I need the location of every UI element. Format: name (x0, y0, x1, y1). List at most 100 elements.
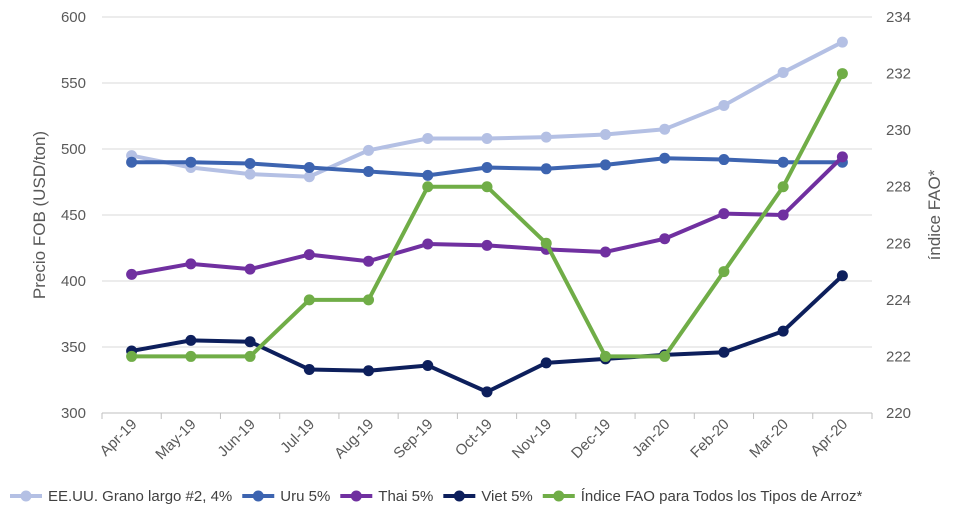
data-point (303, 249, 315, 261)
x-tick-label: Jan-20 (629, 416, 673, 460)
data-point (185, 350, 197, 362)
y-tick-label: 550 (61, 75, 86, 92)
data-point (540, 131, 552, 143)
x-axis-ticks: Apr-19 May-19 Jun-19 Jul-19 Aug-19 Sep-19 Oct-… (97, 413, 873, 463)
x-tick-label: Apr-19 (97, 416, 141, 460)
data-point (599, 246, 611, 258)
data-point (303, 171, 315, 183)
data-point (303, 294, 315, 306)
data-point (718, 266, 730, 278)
y-tick-label: 600 (61, 9, 86, 26)
data-point (363, 294, 375, 306)
x-tick-label: Sep-19 (390, 416, 436, 462)
data-point (599, 350, 611, 362)
legend-label: Uru 5% (280, 488, 330, 505)
y2-tick-label: 222 (886, 348, 911, 365)
data-point (363, 144, 375, 156)
series-lines (126, 36, 848, 398)
data-point (126, 350, 138, 362)
x-tick-label: Oct-19 (452, 416, 496, 460)
y2-tick-label: 232 (886, 66, 911, 83)
data-point (836, 68, 848, 80)
left-axis-ticks: 300 350 400 450 500 550 600 (61, 9, 86, 422)
data-point (244, 336, 256, 348)
legend-marker (252, 490, 264, 502)
legend-label: Thai 5% (378, 488, 433, 505)
data-point (303, 363, 315, 375)
series-1 (126, 152, 848, 181)
data-point (185, 334, 197, 346)
data-point (422, 181, 434, 193)
y2-tick-label: 228 (886, 179, 911, 196)
data-point (126, 268, 138, 280)
data-point (777, 209, 789, 221)
data-point (718, 346, 730, 358)
data-point (422, 169, 434, 181)
data-point (718, 208, 730, 220)
y2-tick-label: 220 (886, 405, 911, 422)
data-point (599, 159, 611, 171)
x-tick-label: Apr-20 (807, 416, 851, 460)
y2-tick-label: 224 (886, 292, 911, 309)
legend-item: Thai 5% (340, 488, 433, 505)
data-point (422, 132, 434, 144)
legend-label: Viet 5% (481, 488, 532, 505)
x-tick-label: Jun-19 (214, 416, 258, 460)
legend-item: Uru 5% (242, 488, 330, 505)
series-2 (126, 151, 848, 280)
series-line (131, 40, 844, 179)
data-point (777, 66, 789, 78)
data-point (363, 365, 375, 377)
data-point (777, 156, 789, 168)
legend-marker (453, 490, 465, 502)
x-tick-label: Nov-19 (509, 416, 555, 462)
legend-item: Viet 5% (443, 488, 533, 505)
data-point (303, 161, 315, 173)
data-point (777, 325, 789, 337)
data-point (659, 152, 671, 164)
x-tick-label: May-19 (152, 416, 199, 463)
y2-tick-label: 230 (886, 122, 911, 139)
series-4 (126, 68, 848, 362)
data-point (777, 181, 789, 193)
data-point (126, 156, 138, 168)
series-3 (126, 270, 848, 398)
data-point (185, 156, 197, 168)
data-point (481, 386, 493, 398)
data-point (540, 163, 552, 175)
data-point (244, 263, 256, 275)
data-point (599, 128, 611, 140)
data-point (244, 158, 256, 170)
data-point (836, 270, 848, 282)
left-axis-title: Precio FOB (USD/ton) (30, 131, 49, 299)
gridlines (102, 16, 872, 414)
y-tick-label: 300 (61, 405, 86, 422)
x-tick-label: Dec-19 (568, 416, 614, 462)
data-point (718, 99, 730, 111)
y2-tick-label: 234 (886, 9, 911, 26)
series-line (131, 274, 844, 394)
data-point (481, 132, 493, 144)
data-point (481, 161, 493, 173)
legend: EE.UU. Grano largo #2, 4% Uru 5% Thai 5% Vi… (10, 488, 862, 505)
legend-label: EE.UU. Grano largo #2, 4% (48, 488, 232, 505)
data-point (185, 258, 197, 270)
data-point (659, 233, 671, 245)
data-point (244, 350, 256, 362)
data-point (659, 123, 671, 135)
legend-item: EE.UU. Grano largo #2, 4% (10, 488, 232, 505)
x-tick-label: Mar-20 (746, 416, 792, 462)
y-tick-label: 400 (61, 273, 86, 290)
x-tick-label: Jul-19 (277, 416, 318, 457)
legend-item: Índice FAO para Todos los Tipos de Arroz… (542, 488, 863, 505)
data-point (244, 168, 256, 180)
x-tick-label: Aug-19 (331, 416, 377, 462)
data-point (363, 165, 375, 177)
legend-marker (20, 490, 32, 502)
legend-label: Índice FAO para Todos los Tipos de Arroz… (581, 488, 863, 505)
data-point (481, 181, 493, 193)
legend-marker (350, 490, 362, 502)
y2-tick-label: 226 (886, 235, 911, 252)
data-point (836, 36, 848, 48)
